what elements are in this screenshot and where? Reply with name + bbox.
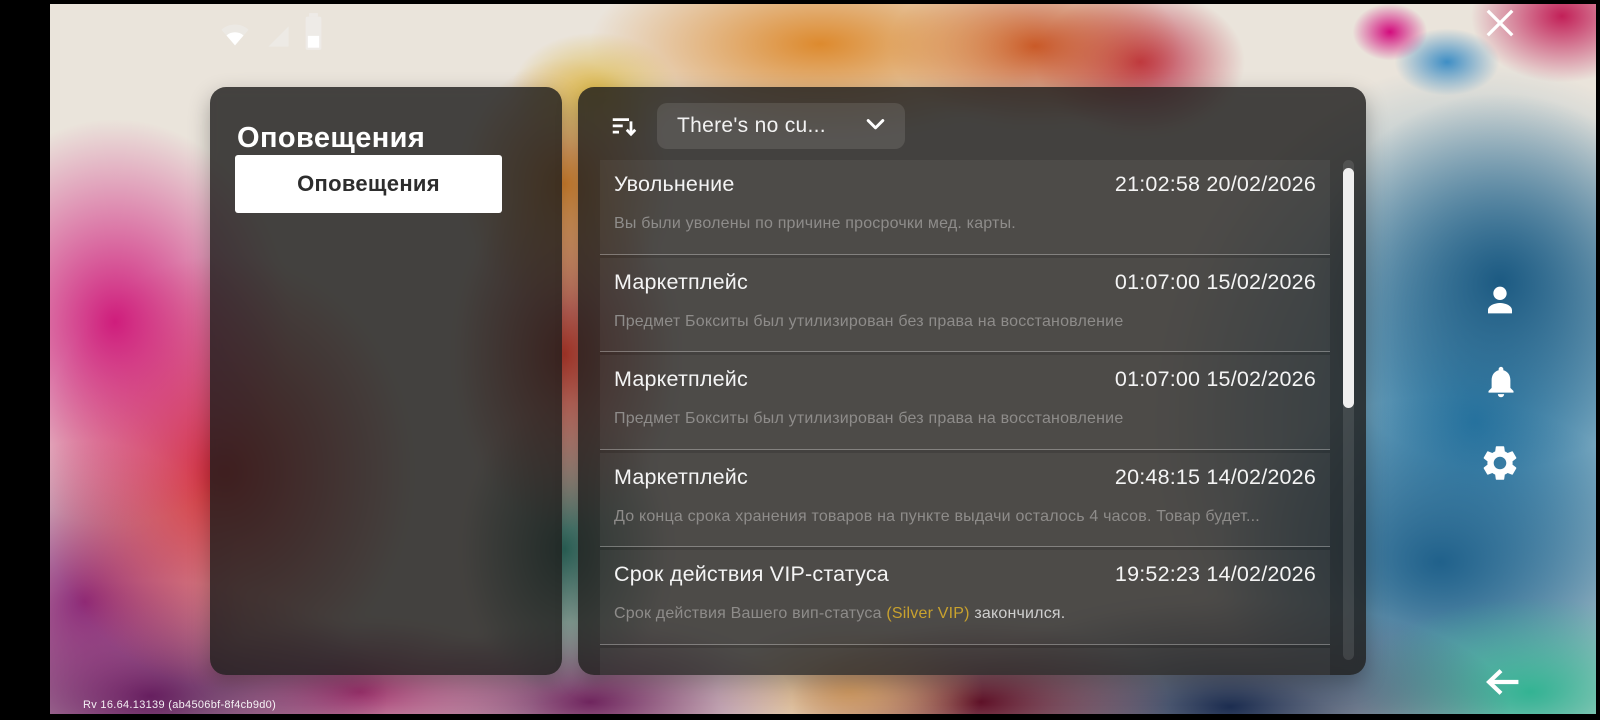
notification-message: Вы были уволены по причине просрочки мед… — [614, 215, 1316, 233]
notification-row[interactable]: Увольнение 21:02:58 20/02/2026 Вы были у… — [600, 160, 1330, 255]
notification-header: Маркетплейс 01:07:00 15/02/2026 — [614, 367, 1316, 392]
battery-icon — [303, 13, 324, 50]
gear-icon — [1479, 442, 1521, 487]
notification-message-text: Предмет Бокситы был утилизирован без пра… — [614, 312, 1124, 330]
notification-title: Маркетплейс — [614, 269, 748, 294]
notification-title: Увольнение — [614, 172, 735, 196]
profile-button[interactable] — [1480, 281, 1520, 321]
notification-message-text: Срок действия Вашего вип-статуса — [614, 605, 887, 622]
notification-title: Маркетплейс — [614, 464, 748, 489]
notification-list: Увольнение 21:02:58 20/02/2026 Вы были у… — [600, 160, 1330, 675]
notification-message: Предмет Бокситы был утилизирован без пра… — [614, 313, 1316, 331]
notification-title: Маркетплейс — [614, 367, 748, 391]
chevron-down-icon — [862, 111, 889, 141]
notification-row[interactable]: Срок действия VIP-статуса 19:52:23 14/02… — [600, 550, 1330, 645]
notification-header: Срок действия VIP-статуса 19:52:23 14/02… — [614, 562, 1316, 587]
close-icon — [1479, 2, 1521, 47]
notification-row-partial — [600, 647, 1330, 675]
notification-title: Срок действия VIP-статуса — [614, 562, 889, 586]
notification-message: Срок действия Вашего вип-статуса (Silver… — [614, 605, 1316, 623]
notification-header: Маркетплейс 20:48:15 14/02/2026 — [614, 465, 1316, 490]
notification-message-text: Вы были уволены по причине просрочки мед… — [614, 215, 1016, 232]
version-text: Rv 16.64.13139 (ab4506bf-8f4cb9d0) — [83, 699, 277, 711]
notification-timestamp: 19:52:23 14/02/2026 — [1114, 562, 1316, 586]
alerts-tab-button[interactable]: Оповещения — [235, 155, 502, 213]
notification-message-highlight: (Silver VIP) — [886, 605, 970, 622]
person-icon — [1480, 280, 1520, 323]
scrollbar-thumb[interactable] — [1343, 168, 1354, 408]
notification-message: До конца срока хранения товаров на пункт… — [614, 508, 1316, 526]
notification-timestamp: 20:48:15 14/02/2026 — [1114, 464, 1316, 489]
filter-dropdown[interactable]: There's no cu... — [657, 103, 905, 149]
panel-title: Оповещения — [237, 122, 426, 155]
scrollbar-track[interactable] — [1343, 160, 1354, 660]
sort-descending-icon — [609, 118, 639, 145]
notification-row[interactable]: Маркетплейс 01:07:00 15/02/2026 Предмет … — [600, 257, 1330, 352]
arrow-left-icon — [1479, 669, 1523, 707]
notification-timestamp: 01:07:00 15/02/2026 — [1114, 269, 1316, 294]
alerts-nav-panel: Оповещения Оповещения — [210, 87, 562, 675]
notification-header: Маркетплейс 01:07:00 15/02/2026 — [614, 270, 1316, 295]
notification-timestamp: 01:07:00 15/02/2026 — [1114, 367, 1316, 391]
notification-message-text: Предмет Бокситы был утилизирован без пра… — [614, 410, 1124, 427]
back-button[interactable] — [1479, 660, 1523, 704]
sort-button[interactable] — [609, 112, 639, 142]
status-bar — [216, 12, 324, 50]
settings-button[interactable] — [1479, 443, 1521, 485]
notification-message-text: До конца срока хранения товаров на пункт… — [614, 507, 1260, 525]
close-button[interactable] — [1478, 2, 1522, 46]
wifi-icon — [216, 18, 254, 50]
filter-dropdown-value: There's no cu... — [677, 114, 826, 137]
notifications-panel: There's no cu... Увольнение 21:02:58 20/… — [578, 87, 1366, 675]
bell-icon — [1483, 364, 1519, 403]
notification-timestamp: 21:02:58 20/02/2026 — [1114, 172, 1316, 196]
cellular-signal-icon — [265, 23, 292, 50]
notification-header: Увольнение 21:02:58 20/02/2026 — [614, 172, 1316, 197]
notifications-button[interactable] — [1483, 365, 1519, 401]
notification-row[interactable]: Маркетплейс 01:07:00 15/02/2026 Предмет … — [600, 355, 1330, 450]
notification-message: Предмет Бокситы был утилизирован без пра… — [614, 410, 1316, 428]
notification-message-suffix: закончился. — [969, 605, 1066, 622]
notification-row[interactable]: Маркетплейс 20:48:15 14/02/2026 До конца… — [600, 452, 1330, 547]
